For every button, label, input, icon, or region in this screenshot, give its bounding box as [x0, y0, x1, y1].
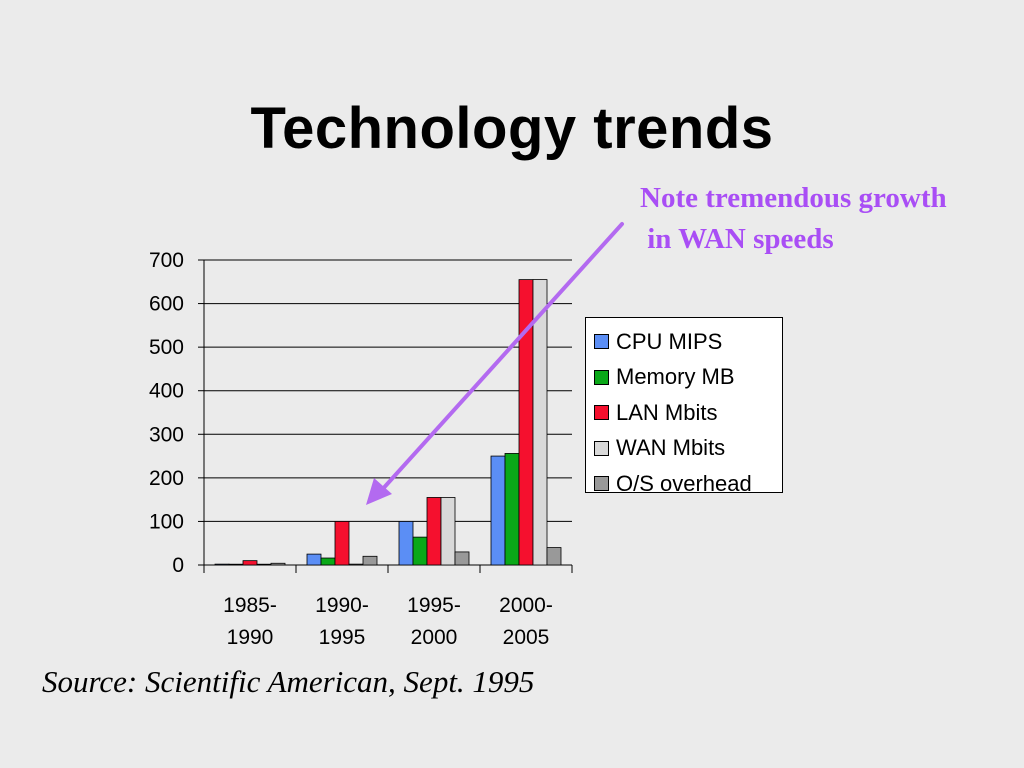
y-tick-label: 600: [149, 293, 184, 316]
source-citation: Source: Scientific American, Sept. 1995: [42, 664, 535, 699]
x-tick-label: 1985-: [223, 594, 277, 617]
x-tick-label: 1995: [319, 626, 366, 649]
bar-wan-mbits: [348, 563, 364, 566]
legend-label: CPU MIPS: [616, 328, 723, 354]
annotation-arrow: [378, 222, 624, 494]
legend-item: O/S overhead: [594, 466, 782, 502]
bar-o-s-overhead: [454, 551, 470, 566]
legend-item: Memory MB: [594, 360, 782, 396]
legend-swatch: [594, 369, 609, 385]
x-tick-label: 1990: [227, 626, 274, 649]
chart-legend: CPU MIPS Memory MB LAN Mbits WAN Mbits O/S o…: [585, 317, 783, 496]
bar-wan-mbits: [440, 497, 456, 566]
bar-memory-mb: [504, 453, 520, 566]
y-tick-label: 700: [149, 249, 184, 272]
bar-lan-mbits: [242, 560, 258, 566]
bar-wan-mbits: [532, 279, 548, 566]
legend-swatch: [594, 440, 609, 456]
y-tick-label: 200: [149, 467, 184, 490]
bar-o-s-overhead: [270, 562, 286, 566]
bar-lan-mbits: [334, 521, 350, 566]
legend-label: WAN Mbits: [616, 435, 726, 461]
bar-cpu-mips: [306, 553, 322, 566]
annotation-arrowhead: [366, 478, 392, 505]
x-tick-label: 2005: [503, 626, 550, 649]
legend-label: Memory MB: [616, 364, 735, 390]
y-tick-label: 500: [149, 336, 184, 359]
bar-memory-mb: [320, 557, 336, 566]
legend-item: CPU MIPS: [594, 324, 782, 360]
bar-memory-mb: [412, 536, 428, 566]
bar-cpu-mips: [490, 455, 506, 566]
bar-cpu-mips: [398, 521, 414, 566]
bar-lan-mbits: [426, 497, 442, 566]
legend-swatch: [594, 476, 609, 492]
legend-label: O/S overhead: [616, 470, 752, 496]
slide-title: Technology trends: [250, 96, 774, 161]
legend-swatch: [594, 405, 609, 421]
annotation-note: Note tremendous growth in WAN speeds: [640, 182, 947, 255]
x-tick-label: 2000: [411, 626, 458, 649]
legend-item: WAN Mbits: [594, 431, 782, 467]
legend-swatch: [594, 334, 609, 350]
y-tick-label: 300: [149, 423, 184, 446]
bar-wan-mbits: [256, 563, 272, 566]
legend-label: LAN Mbits: [616, 399, 718, 425]
y-tick-label: 400: [149, 380, 184, 403]
bar-o-s-overhead: [362, 555, 378, 566]
bar-memory-mb: [228, 563, 244, 566]
x-tick-label: 1995-: [407, 594, 461, 617]
y-tick-label: 100: [149, 510, 184, 533]
x-tick-label: 2000-: [499, 594, 553, 617]
bar-cpu-mips: [214, 563, 230, 566]
legend-item: LAN Mbits: [594, 395, 782, 431]
x-tick-label: 1990-: [315, 594, 369, 617]
y-tick-label: 0: [172, 554, 184, 577]
bar-o-s-overhead: [546, 547, 562, 566]
